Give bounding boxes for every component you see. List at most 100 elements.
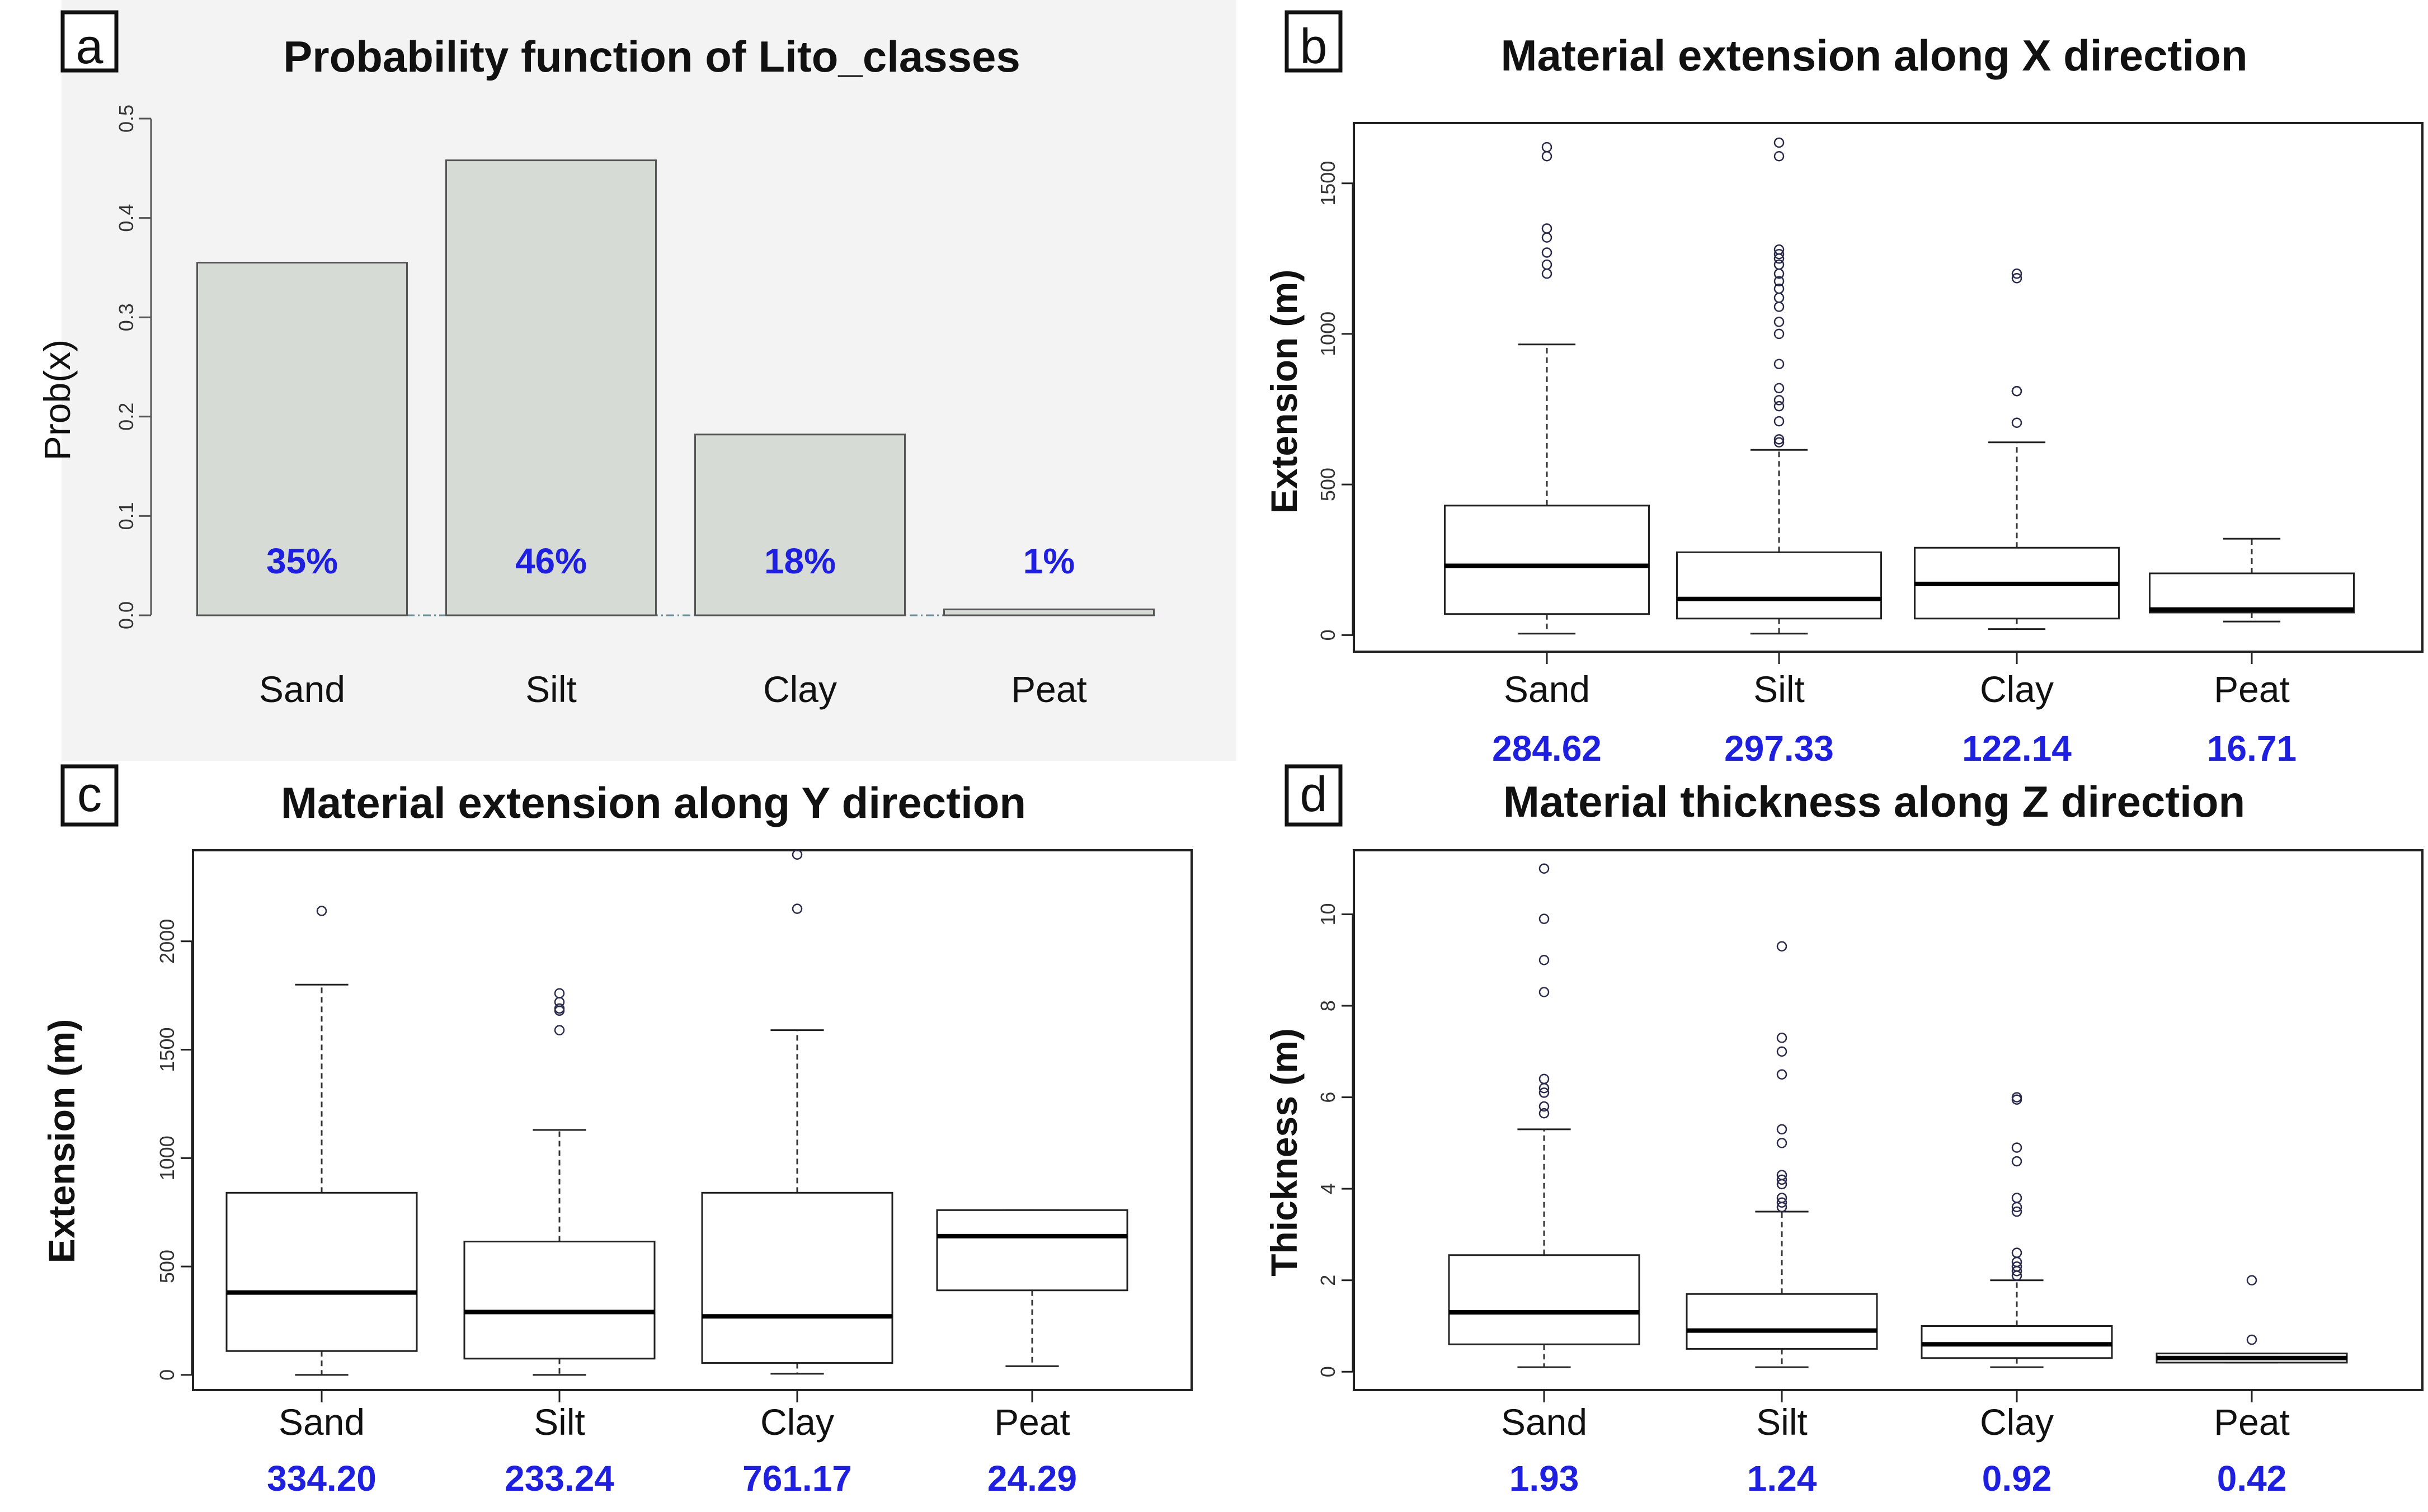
panel-c-category-label: Clay — [760, 1401, 834, 1443]
panel-c-title: Material extension along Y direction — [281, 778, 1026, 827]
panel-c-y-tick-label: 500 — [156, 1250, 178, 1283]
panel-b-silt-outlier — [1773, 434, 1785, 445]
panel-d-y-tick-label: 8 — [1316, 1000, 1339, 1011]
panel-c-category-label: Sand — [279, 1401, 365, 1443]
panel-c-clay-outlier — [792, 849, 803, 860]
panel-d-clay-outlier — [2011, 1094, 2022, 1105]
panel-a-y-tick-label: 0.3 — [115, 303, 138, 331]
panel-d-silt-box — [1686, 1293, 1878, 1350]
panel-d-sand-outlier — [1538, 987, 1550, 997]
panel-d-summary-value: 1.24 — [1747, 1458, 1817, 1499]
panel-d-y-tick-label: 0 — [1316, 1366, 1339, 1377]
panel-d-ylabel: Thickness (m) — [1263, 1028, 1305, 1277]
panel-d-sand-outlier — [1538, 863, 1550, 874]
panel-c-clay-box — [701, 1191, 893, 1364]
panel-d-peat-outlier — [2246, 1275, 2257, 1285]
panel-d-sand-outlier — [1538, 1083, 1550, 1094]
panel-c-y-tick-label: 1500 — [156, 1027, 178, 1072]
panel-d-silt-outlier — [1776, 1179, 1787, 1190]
panel-b-y-tick-label: 500 — [1316, 468, 1339, 501]
panel-d-title: Material thickness along Z direction — [1503, 777, 2245, 826]
panel-b-y-tick-label: 1500 — [1316, 161, 1339, 206]
panel-b-silt-outlier — [1773, 401, 1785, 412]
panel-b-silt-outlier — [1773, 137, 1785, 148]
panel-d-letter: d — [1300, 766, 1328, 822]
panel-a-ylabel: Prob(x) — [36, 340, 78, 460]
panel-a-category-label: Sand — [259, 668, 345, 710]
panel-b-summary-value: 16.71 — [2207, 728, 2297, 769]
panel-b-silt-box — [1676, 551, 1882, 620]
panel-b-ylabel: Extension (m) — [1263, 270, 1305, 514]
panel-c-letter-box: c — [60, 764, 119, 827]
panel-a-y-tick-label: 0.2 — [115, 403, 138, 431]
panel-b-category-label: Sand — [1504, 668, 1590, 710]
panel-d-silt-outlier — [1776, 1124, 1787, 1135]
panel-a-category-label: Peat — [1011, 668, 1087, 710]
panel-b-letter: b — [1300, 18, 1328, 74]
panel-a-y-tick-label: 0.0 — [115, 601, 138, 629]
panel-a-title: Probability function of Lito_classes — [283, 32, 1020, 81]
panel-d-peat-outlier — [2246, 1334, 2257, 1345]
panel-c-summary-value: 761.17 — [742, 1458, 852, 1499]
panel-c-summary-value: 334.20 — [267, 1458, 377, 1499]
panel-d-plot-frame — [1353, 849, 2424, 1391]
panel-b-category-label: Clay — [1980, 668, 2054, 710]
panel-d-y-tick-label: 4 — [1316, 1183, 1339, 1194]
panel-d-sand-outlier — [1538, 1101, 1550, 1112]
panel-d-letter-box: d — [1284, 764, 1343, 827]
panel-c-sand-outlier — [316, 906, 327, 916]
panel-a-y-tick-label: 0.1 — [115, 502, 138, 530]
panel-b-silt-outlier — [1773, 359, 1785, 370]
bar-data-label: 18% — [764, 541, 836, 581]
panel-b-sand-box — [1444, 505, 1650, 615]
panel-d-clay-outlier — [2011, 1206, 2022, 1217]
panel-a-y-tick-label: 0.5 — [115, 105, 138, 133]
panel-c-peat-box — [936, 1209, 1128, 1292]
panel-a-letter-box: a — [60, 10, 119, 74]
panel-b-peat-box — [2149, 572, 2355, 614]
panel-b-silt-outlier — [1773, 276, 1785, 286]
panel-c-ylabel: Extension (m) — [41, 1019, 82, 1263]
panel-d-silt-outlier — [1776, 1033, 1787, 1043]
panel-d-category-label: Sand — [1501, 1401, 1587, 1443]
panel-d-sand-outlier — [1538, 1087, 1550, 1098]
panel-b-sand-outlier — [1541, 247, 1552, 258]
panel-b-silt-outlier — [1773, 317, 1785, 327]
panel-d-silt-outlier — [1776, 1138, 1787, 1148]
panel-c-y-tick-label: 2000 — [156, 919, 178, 964]
panel-d-clay-box — [1921, 1325, 2113, 1359]
panel-b-category-label: Silt — [1753, 668, 1805, 710]
panel-b-silt-outlier — [1773, 150, 1785, 162]
panel-c-letter: c — [77, 766, 102, 822]
panel-d-sand-outlier — [1538, 913, 1550, 924]
panel-b-summary-value: 284.62 — [1492, 728, 1602, 769]
panel-c-summary-value: 24.29 — [987, 1458, 1077, 1499]
panel-c-clay-outlier — [792, 903, 803, 914]
panel-b-y-tick-label: 0 — [1316, 629, 1339, 640]
panel-b-category-label: Peat — [2214, 668, 2290, 710]
panel-b-silt-outlier — [1773, 437, 1785, 448]
bar-sand — [196, 262, 408, 616]
panel-b-summary-value: 297.33 — [1724, 728, 1834, 769]
panel-d-clay-outlier — [2011, 1156, 2022, 1167]
panel-d-silt-outlier — [1776, 1197, 1787, 1208]
panel-d-sand-box — [1448, 1254, 1640, 1345]
panel-d-clay-outlier — [2011, 1142, 2022, 1153]
panel-b-clay-outlier — [2011, 385, 2022, 397]
panel-b-clay-outlier — [2011, 417, 2022, 428]
panel-d-silt-outlier — [1776, 1069, 1787, 1080]
panel-c-summary-value: 233.24 — [505, 1458, 614, 1499]
panel-b-silt-outlier — [1773, 416, 1785, 427]
panel-d-sand-outlier — [1538, 955, 1550, 965]
panel-b-silt-outlier — [1773, 248, 1785, 260]
panel-a-category-label: Silt — [525, 668, 577, 710]
panel-d-y-tick-label: 6 — [1316, 1092, 1339, 1103]
panel-b-letter-box: b — [1284, 10, 1343, 74]
bar-clay — [694, 434, 906, 616]
bar-peat — [943, 608, 1155, 616]
panel-d-category-label: Clay — [1980, 1401, 2054, 1443]
bar-silt — [445, 159, 657, 616]
panel-d-category-label: Silt — [1756, 1401, 1808, 1443]
panel-d-sand-outlier — [1538, 1108, 1550, 1119]
